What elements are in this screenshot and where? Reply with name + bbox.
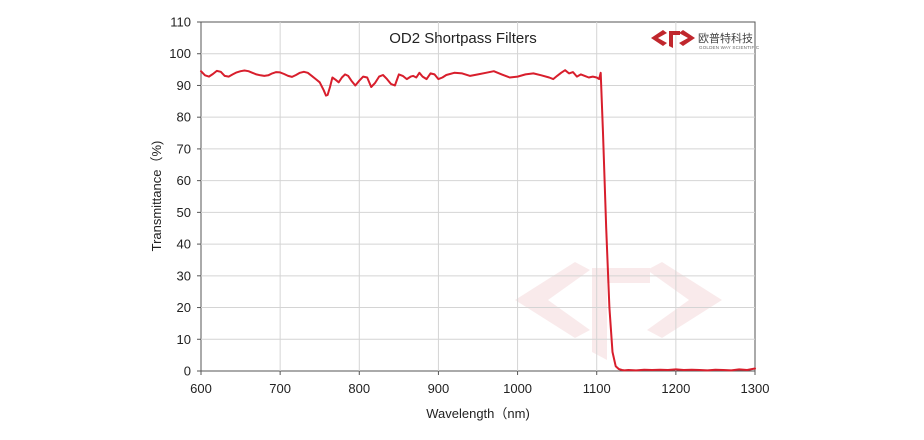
y-axis-title: Transmittance（%) [149, 141, 164, 252]
x-tick-label: 900 [428, 381, 450, 396]
plot-area [200, 21, 756, 372]
series-layer [200, 69, 756, 372]
brand-logo: 欧普特科技 GOLDEN WAY SCIENTIFIC [651, 30, 760, 50]
brand-name-cn: 欧普特科技 [698, 31, 753, 45]
y-tick-label: 80 [177, 110, 191, 125]
x-tick-label: 1200 [661, 381, 690, 396]
y-tick-label: 110 [170, 15, 191, 30]
x-tick-label: 700 [269, 381, 291, 396]
x-tick-label: 800 [348, 381, 370, 396]
y-tick-label: 0 [184, 364, 191, 379]
y-tick-label: 50 [177, 205, 191, 220]
x-tick-label: 1300 [741, 381, 770, 396]
brand-logo-mark-icon [651, 30, 695, 48]
y-tick-label: 40 [177, 237, 191, 252]
y-tick-label: 70 [177, 141, 191, 156]
x-axis-title: Wavelength（nm) [426, 406, 530, 421]
x-axis-ticks: 600 700 800 900 1000 1100 1200 1300 [190, 371, 769, 396]
chart-title: OD2 Shortpass Filters [389, 30, 537, 47]
y-tick-label: 10 [177, 332, 191, 347]
x-tick-label: 1000 [503, 381, 532, 396]
y-tick-label: 30 [177, 268, 191, 283]
y-tick-label: 20 [177, 300, 191, 315]
x-tick-label: 1100 [583, 381, 611, 396]
series-line [200, 69, 756, 372]
y-tick-label: 90 [177, 78, 191, 93]
watermark-logo [515, 262, 722, 360]
brand-name-en: GOLDEN WAY SCIENTIFIC [699, 45, 760, 50]
x-tick-label: 600 [190, 381, 212, 396]
y-axis-ticks: 0 10 20 30 40 50 60 70 80 90 100 110 [169, 15, 201, 379]
y-tick-label: 100 [169, 46, 191, 61]
y-tick-label: 60 [177, 173, 191, 188]
